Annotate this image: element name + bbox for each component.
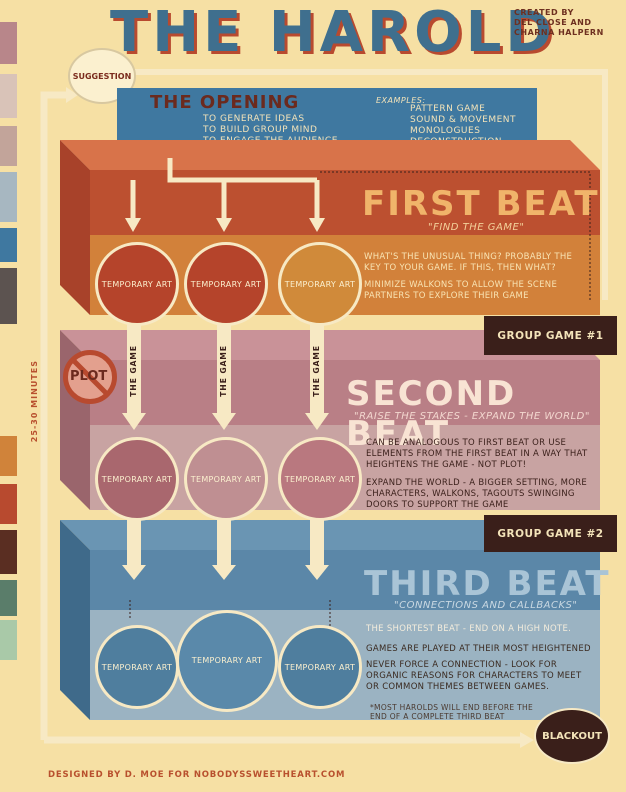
first-beat-text-2: MINIMIZE WALKONS TO ALLOW THE SCENE PART… [364,280,558,301]
art-circle-3-1: TEMPORARY ART [95,625,179,709]
art-circle-2-1: TEMPORARY ART [95,437,179,521]
art-circle-3-3: TEMPORARY ART [278,625,362,709]
group-game-1: GROUP GAME #1 [484,316,617,355]
third-beat-subtitle: "CONNECTIONS AND CALLBACKS" [394,600,578,611]
first-beat-text-1: WHAT'S THE UNUSUAL THING? PROBABLY THE K… [364,252,573,273]
art-label: TEMPORARY ART [284,475,356,485]
art-circle-2-3: TEMPORARY ART [278,437,362,521]
art-label: TEMPORARY ART [190,475,262,485]
group-game-1-label: GROUP GAME #1 [497,329,604,342]
second-beat-text-2: EXPAND THE WORLD - A BIGGER SETTING, MOR… [366,478,588,510]
example-item-3: MONOLOGUES [410,126,481,136]
first-beat-subtitle: "FIND THE GAME" [428,222,525,233]
color-swatch [0,620,17,660]
footer-credit: DESIGNED BY D. MOE FOR NOBODYSSWEETHEART… [48,770,346,780]
art-label: TEMPORARY ART [284,663,356,673]
art-label: TEMPORARY ART [101,663,173,673]
color-swatch [0,436,17,476]
art-circle-1-1: TEMPORARY ART [95,242,179,326]
third-beat-text-1: THE SHORTEST BEAT - END ON A HIGH NOTE. [366,624,572,634]
art-label: TEMPORARY ART [101,280,173,290]
color-swatch [0,332,17,424]
example-item-1: PATTERN GAME [410,104,486,114]
credit-line-3: CHARNA HALPERN [514,28,604,37]
art-circle-1-3: TEMPORARY ART [278,242,362,326]
art-circle-1-2: TEMPORARY ART [184,242,268,326]
art-label: TEMPORARY ART [284,280,356,290]
opening-title: THE OPENING [150,92,300,113]
third-beat-title: THIRD BEAT [364,564,611,604]
arrow-label-3: THE GAME [312,345,321,397]
art-label: TEMPORARY ART [191,656,263,666]
first-beat-title: FIRST BEAT [362,184,600,224]
color-swatch [0,228,17,262]
second-beat-text-1: CAN BE ANALOGOUS TO FIRST BEAT OR USE EL… [366,438,588,470]
plot-label: PLOT [70,369,108,384]
third-beat-text-3: NEVER FORCE A CONNECTION - LOOK FOR ORGA… [366,660,582,692]
example-item-2: SOUND & MOVEMENT [410,115,517,125]
arrow-label-2: THE GAME [219,345,228,397]
color-swatch [0,172,17,222]
second-beat-subtitle: "RAISE THE STAKES - EXPAND THE WORLD" [354,411,590,422]
suggestion-bubble: SUGGESTION [68,48,136,104]
third-beat-text-2: GAMES ARE PLAYED AT THEIR MOST HEIGHTENE… [366,644,591,654]
credit-line-1: CREATED BY [514,8,574,17]
examples-label: EXAMPLES: [376,96,426,105]
opening-item-1: TO GENERATE IDEAS [203,114,305,124]
color-swatch [0,22,17,64]
color-swatch [0,580,17,616]
art-label: TEMPORARY ART [190,280,262,290]
arrow-label-1: THE GAME [129,345,138,397]
color-swatch [0,268,17,324]
credit-line-2: DEL CLOSE AND [514,18,592,27]
second-beat-title: SECOND BEAT [346,374,517,454]
art-circle-3-2: TEMPORARY ART [176,610,278,712]
group-game-2-label: GROUP GAME #2 [497,527,604,540]
blackout-bubble: BLACKOUT [534,708,610,764]
page-title: THE HAROLD [110,0,556,65]
group-game-2: GROUP GAME #2 [484,515,617,552]
third-beat-footnote: *MOST HAROLDS WILL END BEFORE THE END OF… [370,703,534,721]
color-swatch [0,126,17,166]
color-swatch [0,484,17,524]
suggestion-label: SUGGESTION [72,71,132,81]
blackout-label: BLACKOUT [542,730,602,742]
art-label: TEMPORARY ART [101,475,173,485]
opening-item-2: TO BUILD GROUP MIND [203,125,318,135]
no-plot-icon: PLOT [63,350,117,404]
color-swatch [0,74,17,118]
art-circle-2-2: TEMPORARY ART [184,437,268,521]
color-swatch [0,530,17,574]
